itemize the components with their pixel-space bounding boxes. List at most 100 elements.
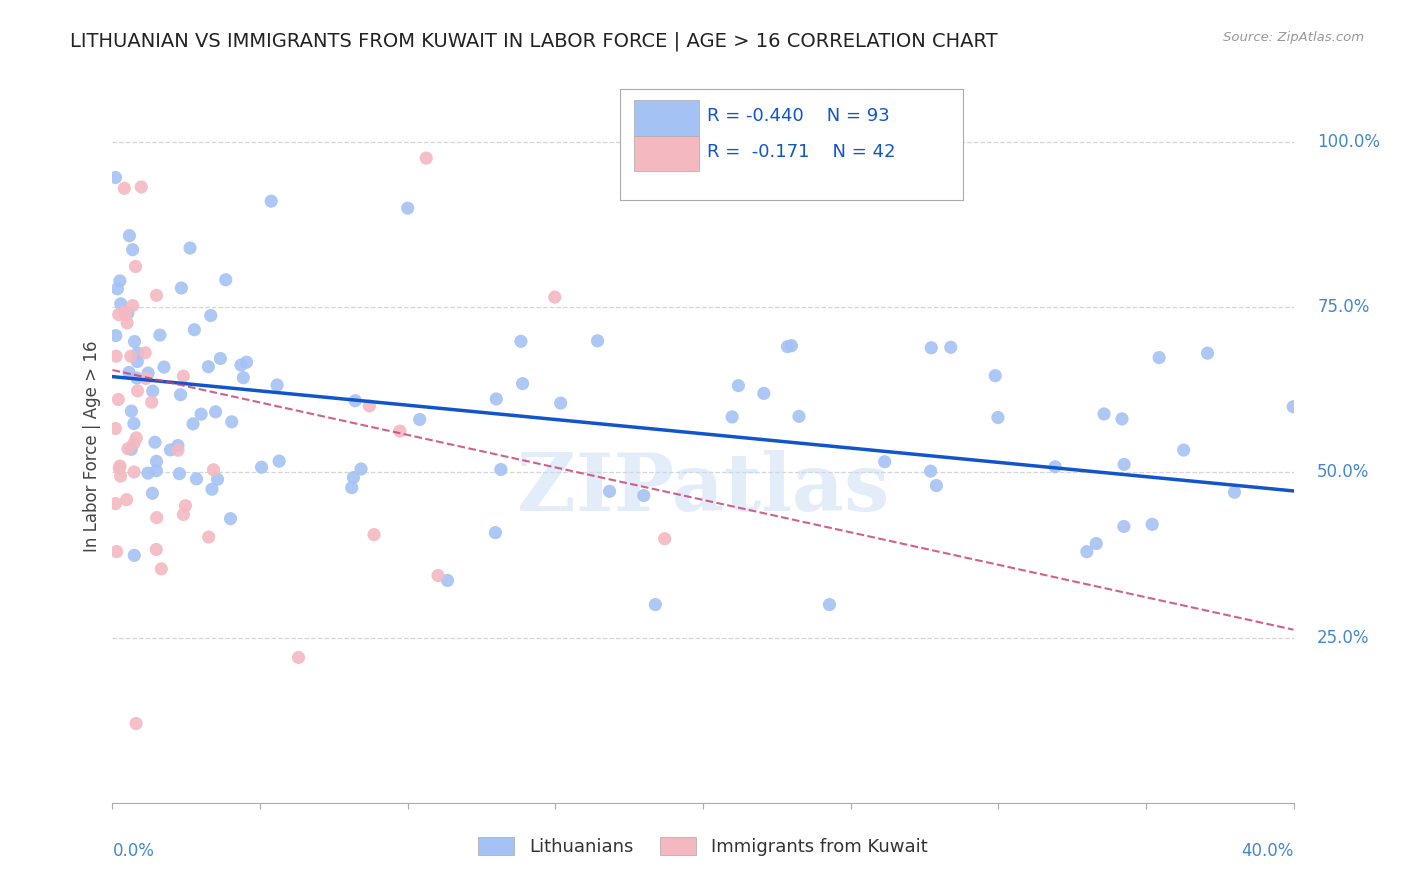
Point	[235, 355, 257, 369]
Point	[150, 562, 173, 576]
FancyBboxPatch shape	[634, 100, 699, 136]
Point	[159, 442, 181, 457]
Text: R =  -0.171    N = 42: R = -0.171 N = 42	[707, 143, 896, 161]
Point	[149, 328, 172, 343]
Point	[599, 484, 621, 499]
Point	[122, 436, 145, 450]
Point	[342, 470, 364, 484]
Text: 0.0%: 0.0%	[112, 842, 155, 860]
Point	[127, 384, 149, 398]
Point	[125, 431, 148, 445]
Point	[107, 392, 129, 407]
Point	[145, 464, 167, 478]
Point	[108, 458, 131, 473]
Point	[107, 308, 129, 322]
Point	[363, 527, 385, 541]
Point	[120, 404, 142, 418]
Point	[179, 241, 201, 255]
Point	[129, 180, 152, 194]
Point	[260, 194, 283, 209]
Point	[172, 369, 194, 384]
Point	[125, 716, 148, 731]
Point	[1076, 545, 1098, 559]
Point	[484, 525, 506, 540]
Text: 25.0%: 25.0%	[1317, 629, 1369, 647]
Point	[105, 282, 128, 296]
Point	[388, 424, 411, 438]
Point	[136, 366, 159, 380]
Point	[105, 544, 128, 558]
Point	[207, 472, 229, 486]
Point	[510, 334, 533, 349]
Point	[114, 305, 136, 319]
Point	[183, 323, 205, 337]
Point	[229, 358, 252, 372]
Point	[124, 549, 146, 563]
Point	[174, 499, 197, 513]
Point	[104, 328, 127, 343]
Point	[1114, 458, 1136, 472]
Point	[169, 467, 191, 481]
Point	[153, 360, 176, 375]
Point	[141, 486, 163, 500]
Point	[818, 598, 841, 612]
Point	[110, 469, 132, 483]
Point	[104, 421, 127, 435]
Point	[1043, 459, 1066, 474]
Point	[1223, 485, 1246, 500]
Point	[987, 410, 1010, 425]
Point	[197, 530, 219, 544]
Text: ZIPatlas: ZIPatlas	[517, 450, 889, 528]
Point	[654, 532, 676, 546]
Point	[167, 439, 190, 453]
Point	[145, 454, 167, 468]
Point	[104, 170, 127, 185]
Point	[202, 463, 225, 477]
Point	[920, 341, 942, 355]
Point	[135, 371, 157, 385]
Point	[409, 412, 432, 426]
Point	[186, 472, 208, 486]
Point	[644, 598, 666, 612]
Point	[633, 489, 655, 503]
Point	[415, 151, 437, 165]
Point	[550, 396, 572, 410]
Point	[1092, 407, 1115, 421]
Point	[121, 243, 143, 257]
Point	[121, 299, 143, 313]
Point	[780, 339, 803, 353]
FancyBboxPatch shape	[634, 136, 699, 171]
Point	[145, 288, 167, 302]
Text: 40.0%: 40.0%	[1241, 842, 1294, 860]
Point	[209, 351, 232, 366]
Point	[204, 405, 226, 419]
Point	[170, 281, 193, 295]
Point	[925, 478, 948, 492]
Point	[112, 181, 135, 195]
Point	[1147, 351, 1170, 365]
Point	[287, 650, 309, 665]
Point	[1085, 536, 1108, 550]
Point	[108, 461, 131, 475]
Point	[752, 386, 775, 401]
Point	[127, 354, 149, 368]
Point	[169, 387, 191, 401]
Point	[269, 454, 291, 468]
Point	[1197, 346, 1219, 360]
Y-axis label: In Labor Force | Age > 16: In Labor Force | Age > 16	[83, 340, 101, 552]
Point	[1112, 519, 1135, 533]
Point	[124, 334, 146, 349]
FancyBboxPatch shape	[620, 89, 963, 200]
Point	[489, 462, 512, 476]
Point	[219, 511, 242, 525]
Text: LITHUANIAN VS IMMIGRANTS FROM KUWAIT IN LABOR FORCE | AGE > 16 CORRELATION CHART: LITHUANIAN VS IMMIGRANTS FROM KUWAIT IN …	[70, 31, 998, 51]
Point	[485, 392, 508, 406]
Point	[115, 316, 138, 330]
Point	[340, 481, 363, 495]
Text: Source: ZipAtlas.com: Source: ZipAtlas.com	[1223, 31, 1364, 45]
Point	[124, 260, 146, 274]
Point	[181, 417, 204, 431]
Point	[110, 297, 132, 311]
Point	[120, 349, 142, 363]
Point	[104, 497, 127, 511]
